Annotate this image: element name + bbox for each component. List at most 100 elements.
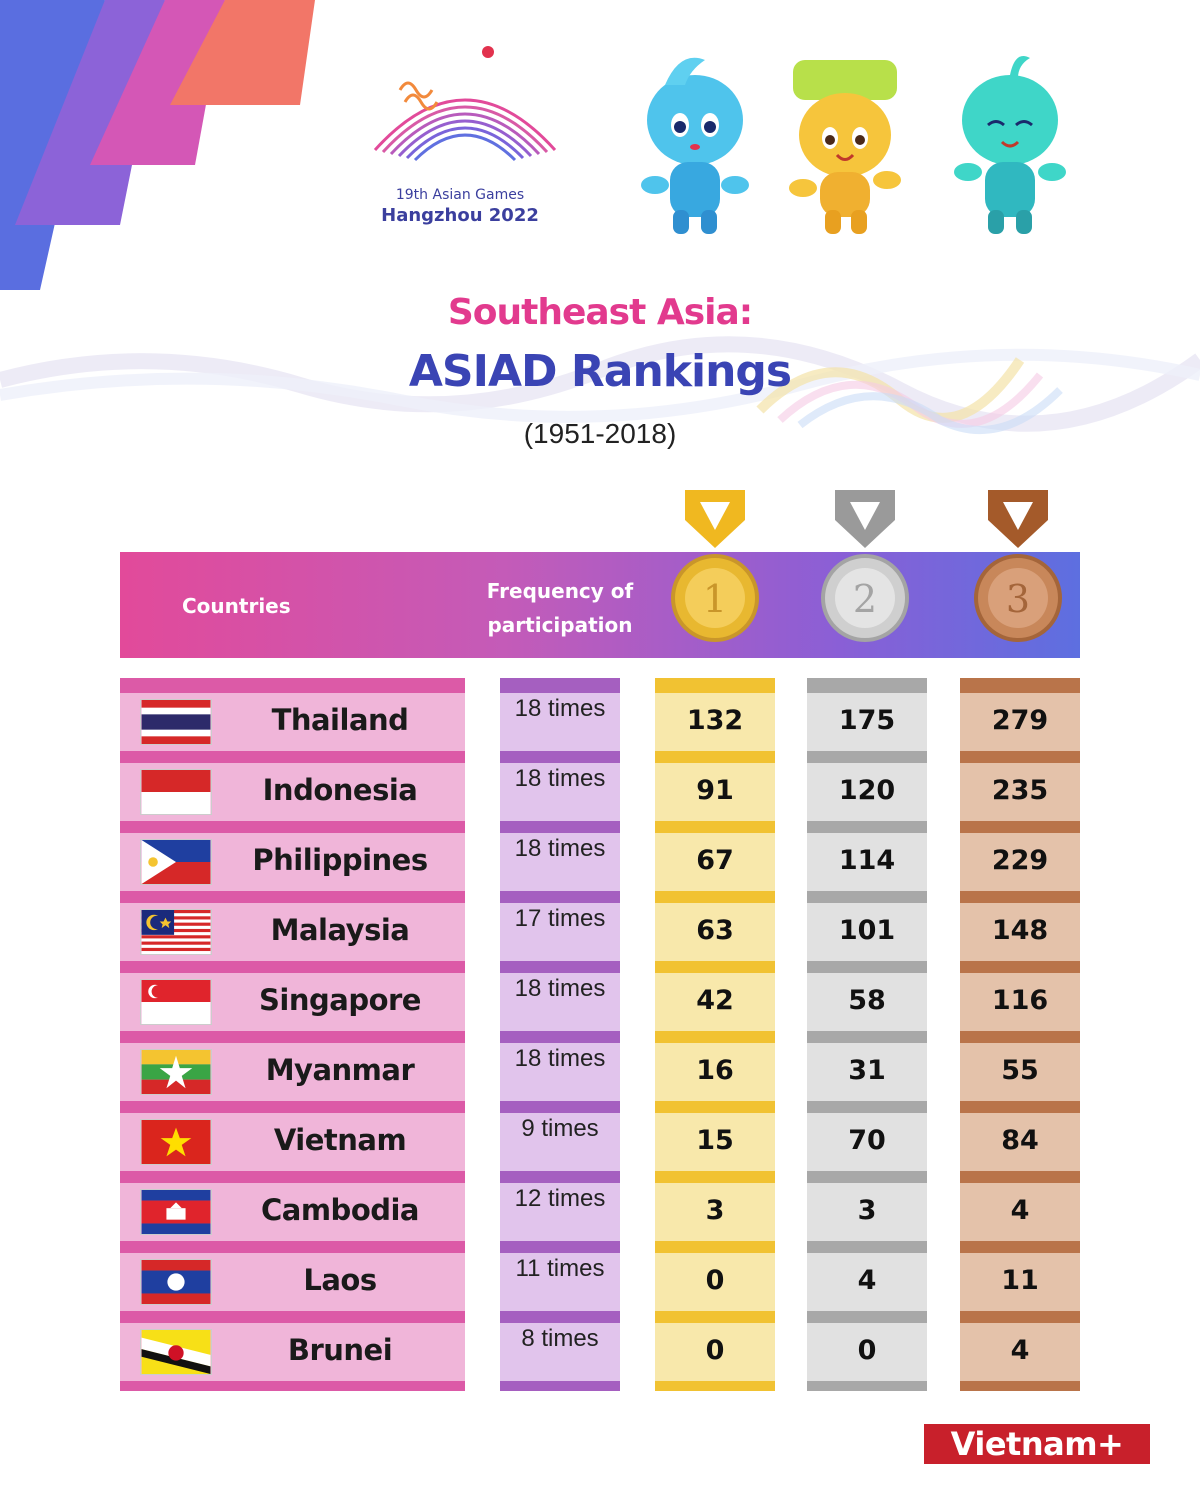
table-header: Countries Frequency of participation xyxy=(120,552,1080,658)
vietnam-flag-icon xyxy=(140,1119,212,1165)
silver-cell: 3 xyxy=(807,1183,927,1241)
gold-cell: 132 xyxy=(655,693,775,751)
gold-count: 15 xyxy=(696,1125,734,1156)
gold-count: 63 xyxy=(696,915,734,946)
mascot-yellow-icon xyxy=(789,60,901,234)
frequency-cell: 9 times xyxy=(500,1113,620,1171)
bronze-medal-icon: 3 xyxy=(974,490,1062,642)
bronze-count: 84 xyxy=(1001,1125,1039,1156)
gold-medal-icon: 1 xyxy=(671,490,759,642)
bronze-count: 229 xyxy=(991,845,1049,876)
bronze-count: 279 xyxy=(991,705,1049,736)
country-name: Malaysia xyxy=(270,913,410,947)
bronze-count: 11 xyxy=(1001,1265,1039,1296)
country-name: Singapore xyxy=(259,983,421,1017)
logo-line1: 19th Asian Games xyxy=(395,187,525,203)
country-cell: Singapore xyxy=(120,973,465,1031)
frequency-value: 11 times xyxy=(515,1255,605,1282)
bronze-count: 148 xyxy=(991,915,1049,946)
silver-count: 70 xyxy=(848,1125,886,1156)
indonesia-flag-icon xyxy=(140,769,212,815)
header-frequency-line1: Frequency of xyxy=(486,579,634,603)
country-cell: Cambodia xyxy=(120,1183,465,1241)
silver-medal-number: 2 xyxy=(853,577,877,621)
header-countries: Countries xyxy=(182,594,291,618)
decorative-stripes xyxy=(0,0,315,290)
frequency-value: 18 times xyxy=(514,765,606,792)
title-main: ASIAD Rankings xyxy=(408,346,792,397)
asian-games-logo: 19th Asian Games Hangzhou 2022 xyxy=(365,40,565,230)
country-name: Laos xyxy=(303,1263,377,1297)
gold-count: 16 xyxy=(696,1055,734,1086)
bronze-cell: 116 xyxy=(960,973,1080,1031)
country-cell: Vietnam xyxy=(120,1113,465,1171)
silver-cell: 4 xyxy=(807,1253,927,1311)
gold-count: 91 xyxy=(696,775,734,806)
bronze-cell: 55 xyxy=(960,1043,1080,1101)
bronze-count: 4 xyxy=(1010,1335,1030,1366)
country-cell: Laos xyxy=(120,1253,465,1311)
country-name: Vietnam xyxy=(273,1123,407,1157)
gold-cell: 0 xyxy=(655,1323,775,1381)
header-frequency-line2: participation xyxy=(487,613,633,637)
bronze-cell: 4 xyxy=(960,1183,1080,1241)
title-period: (1951-2018) xyxy=(523,418,677,449)
country-cell: Thailand xyxy=(120,693,465,751)
frequency-value: 8 times xyxy=(521,1325,599,1352)
frequency-cell: 17 times xyxy=(500,903,620,961)
bronze-count: 116 xyxy=(991,985,1049,1016)
silver-count: 120 xyxy=(838,775,896,806)
mascot-blue-icon xyxy=(641,57,749,234)
frequency-value: 18 times xyxy=(514,1045,606,1072)
silver-cell: 120 xyxy=(807,763,927,821)
silver-cell: 101 xyxy=(807,903,927,961)
silver-cell: 114 xyxy=(807,833,927,891)
country-name: Philippines xyxy=(252,843,428,877)
brand-text: Vietnam+ xyxy=(950,1425,1124,1463)
silver-medal-icon: 2 xyxy=(821,490,909,642)
bronze-cell: 279 xyxy=(960,693,1080,751)
myanmar-flag-icon xyxy=(140,1049,212,1095)
silver-count: 175 xyxy=(838,705,896,736)
bronze-count: 4 xyxy=(1010,1195,1030,1226)
thailand-flag-icon xyxy=(140,699,212,745)
silver-cell: 70 xyxy=(807,1113,927,1171)
header-frequency: Frequency of participation xyxy=(465,574,655,642)
frequency-cell: 18 times xyxy=(500,763,620,821)
gold-count: 132 xyxy=(686,705,744,736)
country-cell: Philippines xyxy=(120,833,465,891)
frequency-cell: 18 times xyxy=(500,973,620,1031)
gold-cell: 91 xyxy=(655,763,775,821)
vietnamplus-logo: Vietnam+ xyxy=(924,1424,1150,1464)
bronze-medal-number: 3 xyxy=(1006,577,1030,621)
silver-count: 0 xyxy=(857,1335,877,1366)
gold-count: 3 xyxy=(705,1195,725,1226)
frequency-value: 17 times xyxy=(514,905,606,932)
logo-emblem-icon xyxy=(373,46,557,162)
frequency-cell: 18 times xyxy=(500,1043,620,1101)
bronze-cell: 148 xyxy=(960,903,1080,961)
gold-count: 0 xyxy=(705,1265,725,1296)
country-name: Myanmar xyxy=(265,1053,415,1087)
country-cell: Myanmar xyxy=(120,1043,465,1101)
silver-cell: 0 xyxy=(807,1323,927,1381)
title-region: Southeast Asia: xyxy=(447,292,753,333)
gold-cell: 3 xyxy=(655,1183,775,1241)
country-name: Brunei xyxy=(287,1333,393,1367)
gold-cell: 42 xyxy=(655,973,775,1031)
frequency-value: 18 times xyxy=(514,835,606,862)
country-cell: Malaysia xyxy=(120,903,465,961)
gold-cell: 16 xyxy=(655,1043,775,1101)
frequency-value: 9 times xyxy=(521,1115,599,1142)
singapore-flag-icon xyxy=(140,979,212,1025)
silver-count: 101 xyxy=(838,915,896,946)
silver-cell: 31 xyxy=(807,1043,927,1101)
logo-line2: Hangzhou 2022 xyxy=(381,205,539,226)
frequency-cell: 11 times xyxy=(500,1253,620,1311)
gold-cell: 67 xyxy=(655,833,775,891)
country-name: Indonesia xyxy=(262,773,418,807)
frequency-cell: 18 times xyxy=(500,833,620,891)
frequency-cell: 12 times xyxy=(500,1183,620,1241)
gold-cell: 63 xyxy=(655,903,775,961)
bronze-count: 55 xyxy=(1001,1055,1039,1086)
